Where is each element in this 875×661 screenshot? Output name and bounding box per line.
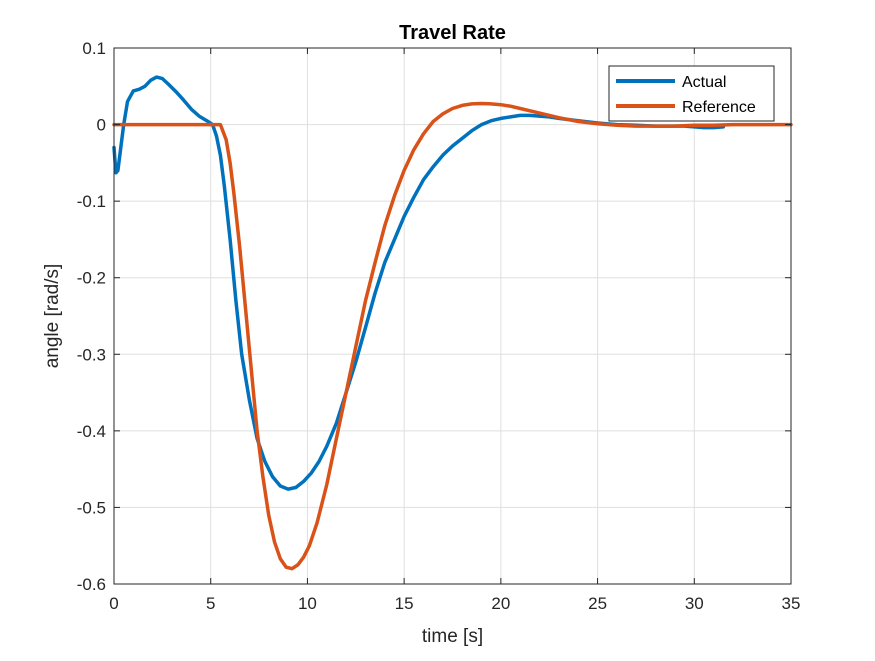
y-tick-label: -0.5: [77, 498, 106, 517]
legend-label-reference: Reference: [682, 99, 756, 116]
y-tick-label: -0.2: [77, 269, 106, 288]
x-tick-label: 0: [109, 594, 118, 613]
y-tick-label: -0.6: [77, 575, 106, 594]
legend-label-actual: Actual: [682, 74, 726, 91]
series-layer: [112, 75, 793, 571]
legend-box: [608, 65, 775, 122]
y-tick-label: -0.4: [77, 422, 106, 441]
series-line-reference: [112, 101, 793, 571]
y-tick-label: -0.3: [77, 345, 106, 364]
y-axis-label: angle [rad/s]: [42, 264, 63, 369]
x-tick-label: 15: [395, 594, 414, 613]
x-tick-label: 25: [588, 594, 607, 613]
legend: Actual Reference: [608, 65, 775, 122]
y-tick-label: -0.1: [77, 192, 106, 211]
x-axis-label: time [s]: [422, 626, 483, 647]
x-tick-label: 35: [782, 594, 801, 613]
x-tick-label: 20: [491, 594, 510, 613]
chart-title: Travel Rate: [399, 22, 506, 44]
axes-box: [113, 47, 792, 585]
x-tick-label: 10: [298, 594, 317, 613]
y-tick-label: 0.1: [82, 39, 106, 58]
y-tick-label: 0: [97, 116, 106, 135]
tick-layer: 0 5 10 15 20 25 30 35 0.1 0 -0.1 -0.2 -0.3 -0.4 -0.5 -0…: [77, 39, 801, 613]
x-tick-label: 30: [685, 594, 704, 613]
x-tick-label: 5: [206, 594, 215, 613]
